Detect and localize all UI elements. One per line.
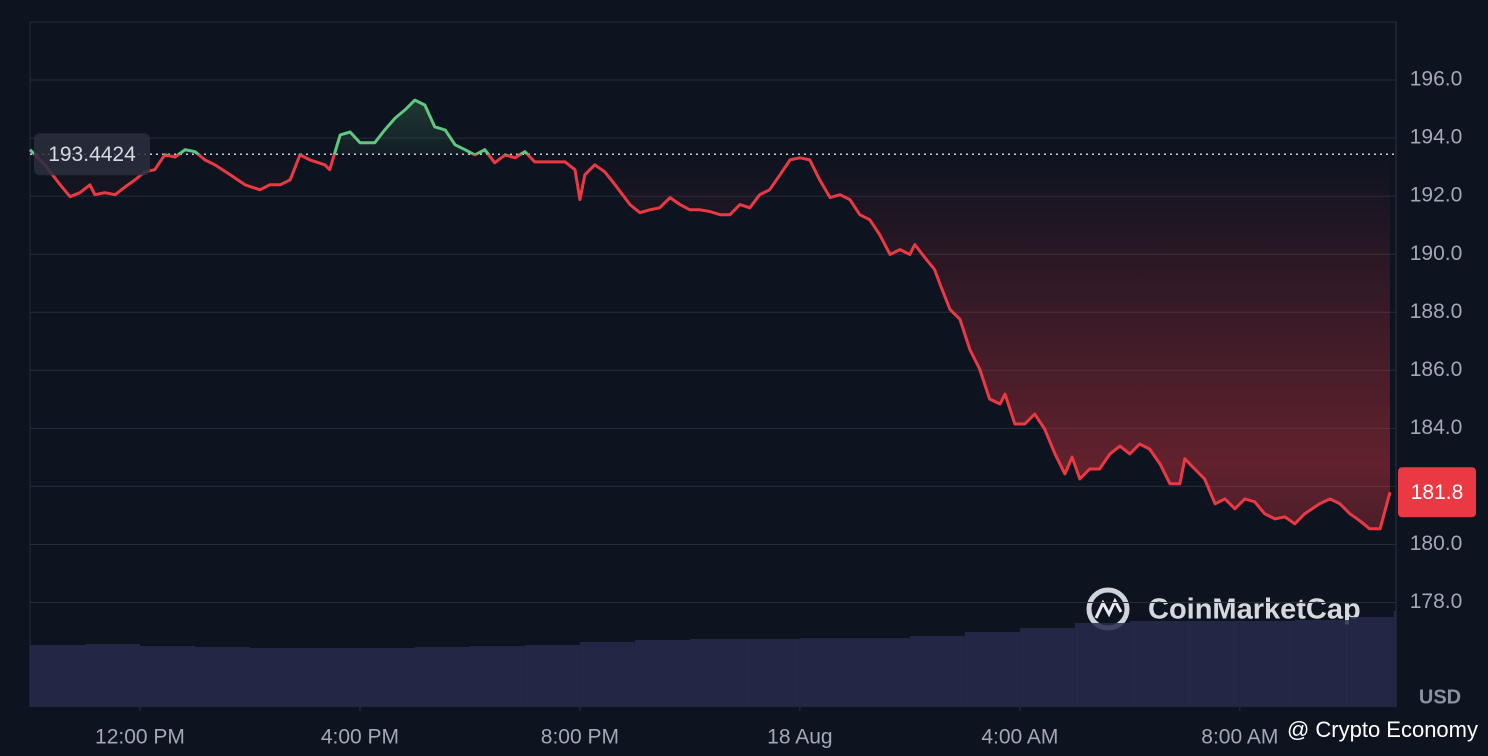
volume-bar (1019, 628, 1075, 707)
volume-bar (359, 648, 415, 707)
currency-label: USD (1419, 686, 1461, 708)
y-tick-label: 196.0 (1410, 68, 1463, 91)
volume-bar (689, 639, 745, 707)
x-tick-label: 4:00 PM (321, 726, 399, 749)
y-tick-label: 188.0 (1410, 300, 1463, 323)
volume-bar (854, 638, 910, 707)
x-tick-label: 8:00 AM (1201, 726, 1278, 749)
volume-bar (909, 636, 965, 707)
volume-bar (579, 642, 635, 707)
volume-bars (30, 611, 1396, 707)
y-tick-label: 190.0 (1410, 242, 1463, 265)
area (30, 100, 1390, 529)
y-tick-label: 194.0 (1410, 126, 1463, 149)
volume-bar (469, 646, 525, 707)
volume-bar (1184, 621, 1240, 707)
x-tick-label: 12:00 PM (95, 726, 185, 749)
volume-bar (1239, 621, 1295, 707)
volume-bar (634, 640, 690, 707)
volume-bar (1129, 621, 1185, 707)
credit: @ Crypto Economy (1287, 717, 1478, 742)
y-tick-label: 184.0 (1410, 416, 1463, 439)
volume-bar (304, 648, 360, 707)
last-price-label: 181.8 (1411, 481, 1464, 504)
volume-bar (1294, 620, 1350, 707)
volume-bar (139, 646, 195, 707)
volume-bar (30, 645, 85, 707)
volume-bar (799, 638, 855, 707)
reference-label: 193.4424 (48, 143, 136, 166)
x-tick-label: 4:00 AM (981, 726, 1058, 749)
y-tick-label: 192.0 (1410, 184, 1463, 207)
volume-bar (964, 632, 1020, 707)
x-tick-label: 8:00 PM (541, 726, 619, 749)
y-tick-label: 186.0 (1410, 358, 1463, 381)
volume-bar (1393, 611, 1396, 707)
volume-bar (1349, 617, 1394, 707)
last-price-box (1398, 467, 1476, 518)
y-tick-label: 180.0 (1410, 532, 1463, 555)
y-tick-label: 178.0 (1410, 590, 1463, 613)
volume-bar (1074, 623, 1130, 707)
volume-bar (194, 647, 250, 707)
price-line (28, 98, 1392, 531)
volume-bar (84, 644, 140, 707)
volume-bar (249, 648, 305, 707)
volume-bar (744, 639, 800, 707)
volume-bar (524, 645, 580, 707)
volume-bar (414, 647, 470, 707)
reference-label-box (34, 133, 150, 176)
x-tick-label: 18 Aug (767, 726, 832, 749)
